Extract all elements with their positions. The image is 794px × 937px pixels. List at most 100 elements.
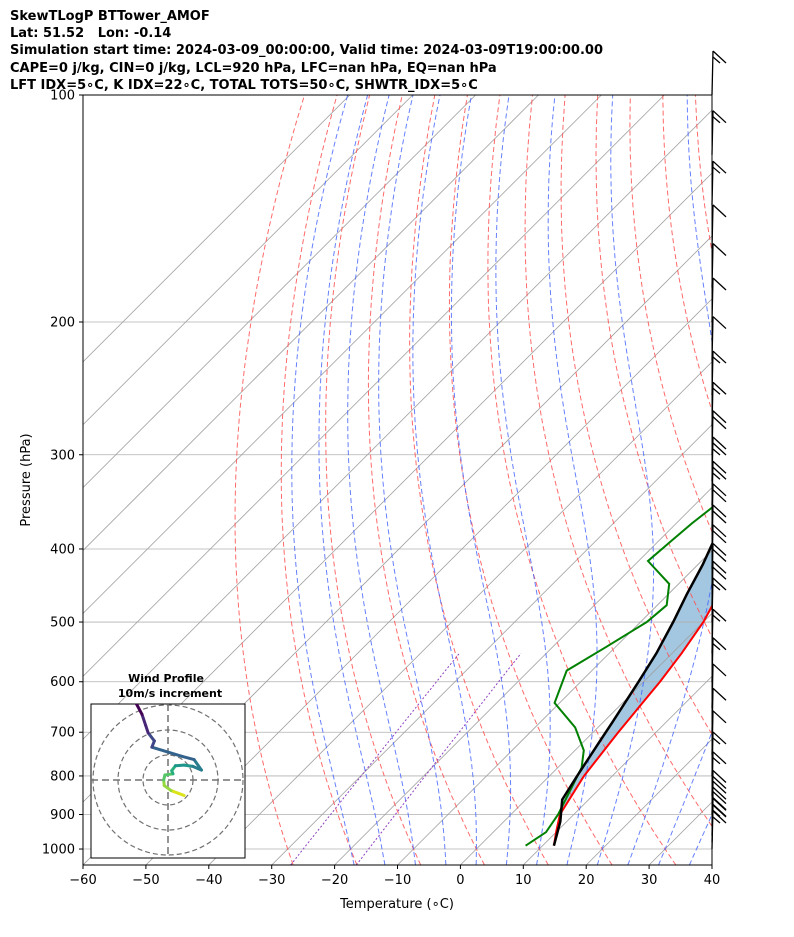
wind-barb-flag — [712, 791, 727, 805]
y-tick-label: 600 — [50, 675, 75, 690]
dry-adiabat-line — [524, 95, 712, 828]
dry-adiabat-line — [662, 95, 712, 413]
y-tick-label: 500 — [50, 616, 75, 631]
isotherm-line — [648, 801, 712, 865]
wind-barb-flag — [712, 483, 727, 497]
y-tick-label: 300 — [50, 448, 75, 463]
dry-adiabat-line — [728, 95, 794, 865]
wind-barb-flag — [712, 466, 727, 480]
isotherm-line — [83, 95, 413, 426]
wind-barb-flag — [712, 549, 727, 563]
wind-barb-half-flag — [712, 583, 721, 591]
hodograph-segment — [134, 704, 144, 716]
isotherm-line — [397, 549, 712, 865]
isotherm-line — [585, 738, 712, 865]
wind-barb-staff — [711, 351, 714, 396]
moist-adiabat-line — [347, 95, 416, 865]
wind-barb-flag — [712, 460, 727, 474]
x-tick-label: 0 — [456, 873, 464, 888]
wind-barb-flag — [712, 110, 727, 124]
wind-barb-flag — [712, 663, 727, 677]
isotherm-line — [711, 864, 712, 865]
wind-barb-staff — [711, 50, 714, 96]
wind-barb-flag — [712, 160, 727, 174]
x-tick-label: −60 — [69, 873, 96, 888]
y-tick-label: 100 — [50, 89, 75, 104]
parcel-profile-line — [552, 541, 712, 847]
wind-barb-half-flag — [712, 56, 721, 64]
wind-barb-flag — [712, 277, 727, 291]
y-tick-label: 1000 — [42, 843, 75, 858]
y-tick-label: 900 — [50, 808, 75, 823]
wind-profile-inset: Wind Profile 10m/s increment — [90, 672, 246, 859]
dry-adiabat-line — [280, 95, 358, 865]
wind-barb-flag — [712, 316, 727, 330]
wind-barb-flag — [712, 687, 727, 701]
isotherm-line — [334, 487, 712, 865]
dewpoint-profile-line — [525, 506, 712, 847]
wind-barb — [711, 543, 727, 588]
wind-barb — [711, 50, 727, 96]
isotherm-line — [83, 95, 665, 677]
wind-barb — [711, 277, 727, 322]
inset-title: Wind Profile — [128, 672, 204, 685]
wind-barb-half-flag — [712, 614, 721, 622]
wind-barb-flag — [712, 436, 727, 450]
wind-barb-flag — [712, 524, 727, 538]
isotherm-line — [523, 675, 712, 865]
wind-barb-flag — [712, 243, 727, 256]
wind-barb — [711, 110, 727, 155]
wind-barb-half-flag — [712, 387, 721, 395]
wind-barb-half-flag — [712, 356, 721, 364]
wind-barb — [711, 204, 727, 249]
wind-barb-half-flag — [712, 472, 721, 480]
chart-header: SkewTLogP BTTower_AMOF Lat: 51.52 Lon: -… — [10, 8, 603, 94]
wind-barb-flag — [712, 780, 727, 794]
wind-barb — [711, 731, 727, 776]
wind-barb — [711, 160, 727, 206]
dry-adiabat-line — [234, 95, 305, 865]
wind-barb — [711, 381, 727, 427]
wind-barb-staff — [711, 110, 714, 155]
wind-barb-half-flag — [712, 448, 721, 456]
moist-adiabat-line — [720, 95, 794, 865]
parcel-area-fill — [553, 544, 712, 846]
dry-adiabat-line — [367, 95, 485, 865]
isotherm-line — [83, 95, 539, 552]
indices-line-1: CAPE=0 j/kg, CIN=0 j/kg, LCL=920 hPa, LF… — [10, 60, 497, 76]
x-tick-label: 20 — [578, 873, 595, 888]
isotherm-line — [83, 95, 602, 614]
y-tick-label: 800 — [50, 769, 75, 784]
wind-barb-staff — [711, 578, 714, 623]
dry-adiabat-line — [409, 95, 549, 865]
wind-barb — [711, 316, 727, 361]
moist-adiabat-line — [450, 95, 512, 865]
x-tick-label: −40 — [195, 873, 222, 888]
wind-barb-flag — [712, 710, 727, 724]
wind-barb — [711, 504, 727, 549]
wind-barb-flag — [712, 770, 727, 783]
wind-barb-flag — [712, 442, 727, 456]
wind-barb-half-flag — [712, 166, 721, 174]
wind-barb-flag — [712, 804, 727, 818]
wind-barb-flag — [712, 381, 727, 395]
wind-barb-flag — [712, 637, 727, 651]
moist-adiabat-line — [318, 95, 386, 865]
x-tick-label: 10 — [515, 873, 532, 888]
isotherm-line — [271, 424, 712, 865]
times-line: Simulation start time: 2024-03-09_00:00:… — [10, 43, 603, 59]
isotherm-line — [145, 298, 712, 865]
wind-barb-half-flag — [712, 737, 721, 745]
moist-adiabat-line — [378, 95, 447, 865]
wind-barb — [711, 460, 727, 506]
moist-adiabat-line — [547, 95, 598, 865]
isotherm-line — [83, 95, 351, 363]
hodograph-segment — [192, 758, 203, 772]
wind-barb-flag — [712, 416, 727, 430]
wind-barb-flag — [712, 510, 727, 524]
wind-barb — [711, 243, 727, 288]
wind-barb-flag — [712, 50, 727, 64]
temperature-profile-line — [552, 604, 712, 846]
x-tick-label: −30 — [258, 873, 285, 888]
